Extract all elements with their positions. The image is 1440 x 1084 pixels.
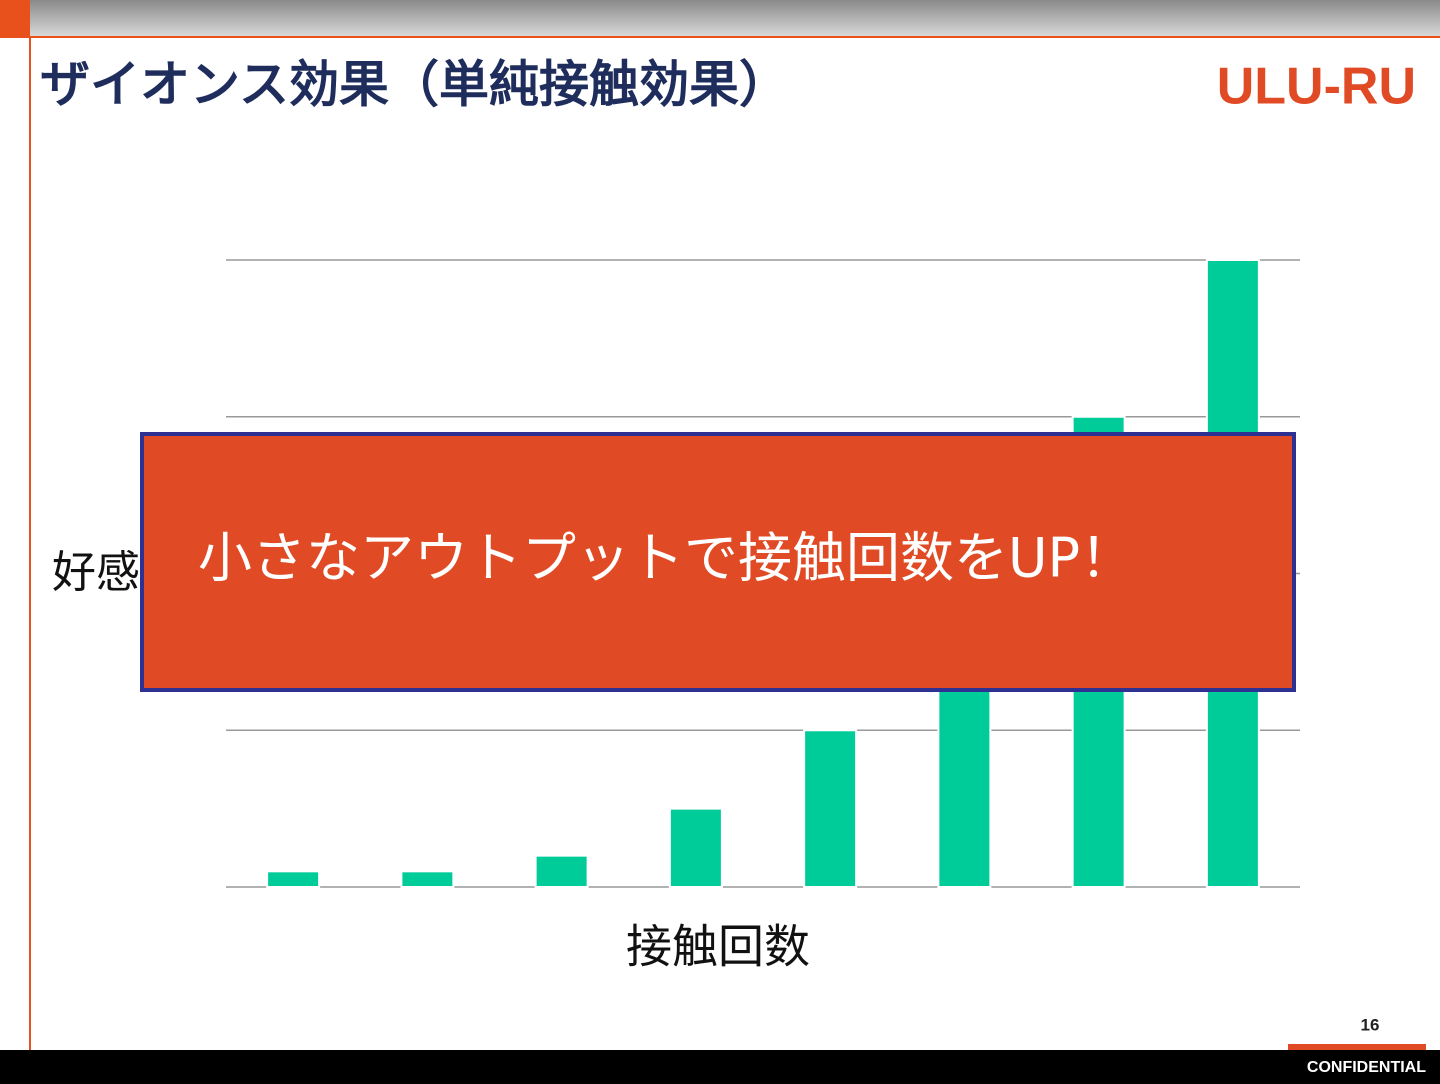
slide-title: ザイオンス効果（単純接触効果） <box>40 56 789 114</box>
bar <box>400 870 455 889</box>
footer-text: CONFIDENTIAL <box>1307 1059 1426 1076</box>
callout-text: 小さなアウトプットで接触回数をUP！ <box>198 527 1134 590</box>
top-accent <box>0 0 30 36</box>
top-rule <box>0 36 1440 38</box>
top-bar <box>0 0 1440 36</box>
page-accent <box>1288 1044 1426 1050</box>
left-rule <box>29 36 31 1050</box>
bar <box>534 854 589 889</box>
x-axis-label: 接触回数 <box>626 920 810 974</box>
bar <box>668 807 723 888</box>
callout-box <box>140 432 1296 692</box>
page-number: 16 <box>1361 1015 1380 1034</box>
bar <box>266 870 321 889</box>
footer-bar <box>0 1050 1440 1084</box>
bar <box>803 729 858 888</box>
y-axis-label: 好感 <box>52 547 140 598</box>
logo: ULU-RU <box>1217 58 1416 116</box>
